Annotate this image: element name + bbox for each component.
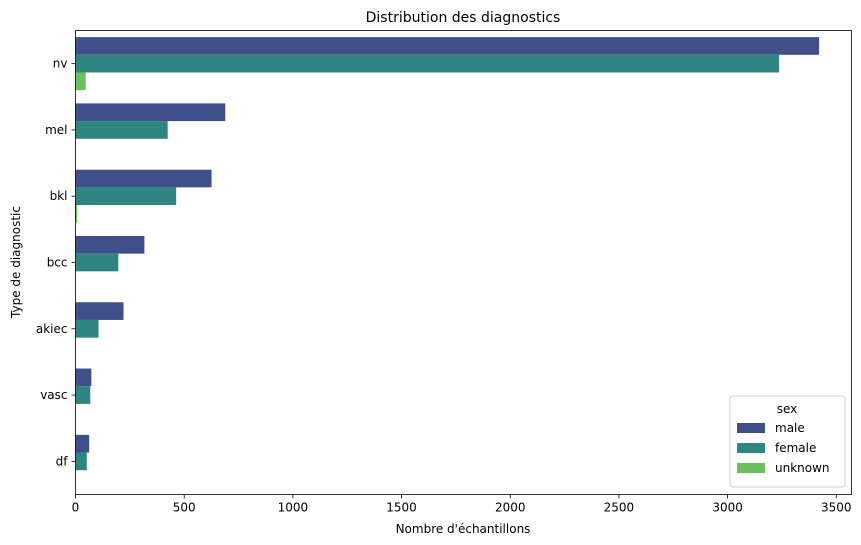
bar-bkl-female: [75, 187, 177, 206]
legend-label-male: male: [775, 421, 805, 435]
y-tick-label: vasc: [40, 388, 67, 402]
legend-items: male female unknown: [737, 421, 830, 475]
y-tick-label: akiec: [36, 322, 68, 336]
chart-title: Distribution des diagnostics: [366, 10, 561, 26]
legend-label-unknown: unknown: [775, 461, 830, 475]
y-tick-label: mel: [45, 123, 67, 137]
plot-frame: [75, 30, 852, 495]
x-tick-label: 2500: [604, 501, 635, 515]
bars-layer: [75, 37, 820, 471]
bar-mel-female: [75, 121, 168, 139]
bar-vasc-female: [75, 386, 91, 404]
bar-df-female: [75, 452, 87, 471]
y-tick-label: nv: [53, 57, 68, 71]
legend-swatch-female: [737, 443, 765, 453]
x-axis-label: Nombre d'échantillons: [396, 522, 531, 536]
bar-akiec-female: [75, 319, 99, 338]
x-tick-label: 2000: [495, 501, 526, 515]
bar-bcc-female: [75, 253, 119, 272]
bar-bcc-male: [75, 235, 145, 254]
x-tick-label: 1500: [386, 501, 417, 515]
bar-akiec-male: [75, 302, 124, 320]
x-tick-label: 3000: [712, 501, 743, 515]
x-tick-label: 500: [173, 501, 196, 515]
legend-title: sex: [777, 402, 798, 416]
bar-nv-male: [75, 37, 820, 55]
x-axis-ticks: 0 500 1000 1500 2000 2500 3000 3500: [72, 494, 852, 515]
bar-bkl-unknown: [75, 205, 78, 223]
legend-swatch-male: [737, 423, 765, 433]
legend-swatch-unknown: [737, 463, 765, 473]
legend-label-female: female: [775, 441, 816, 455]
bar-vasc-male: [75, 368, 92, 387]
x-tick-label: 0: [72, 501, 80, 515]
bar-bkl-male: [75, 169, 212, 188]
bar-df-male: [75, 434, 90, 453]
y-tick-label: bkl: [50, 189, 68, 203]
bar-mel-male: [75, 103, 226, 122]
y-tick-label: df: [56, 454, 69, 468]
y-axis-label: Type de diagnostic: [9, 206, 23, 319]
x-tick-label: 3500: [821, 501, 852, 515]
legend: sex male female unknown: [729, 395, 846, 488]
y-tick-label: bcc: [47, 256, 68, 270]
x-tick-label: 1000: [278, 501, 309, 515]
bar-nv-unknown: [75, 72, 86, 91]
y-axis-ticks: nv mel bkl bcc akiec vasc df: [36, 57, 76, 468]
bar-nv-female: [75, 54, 780, 73]
